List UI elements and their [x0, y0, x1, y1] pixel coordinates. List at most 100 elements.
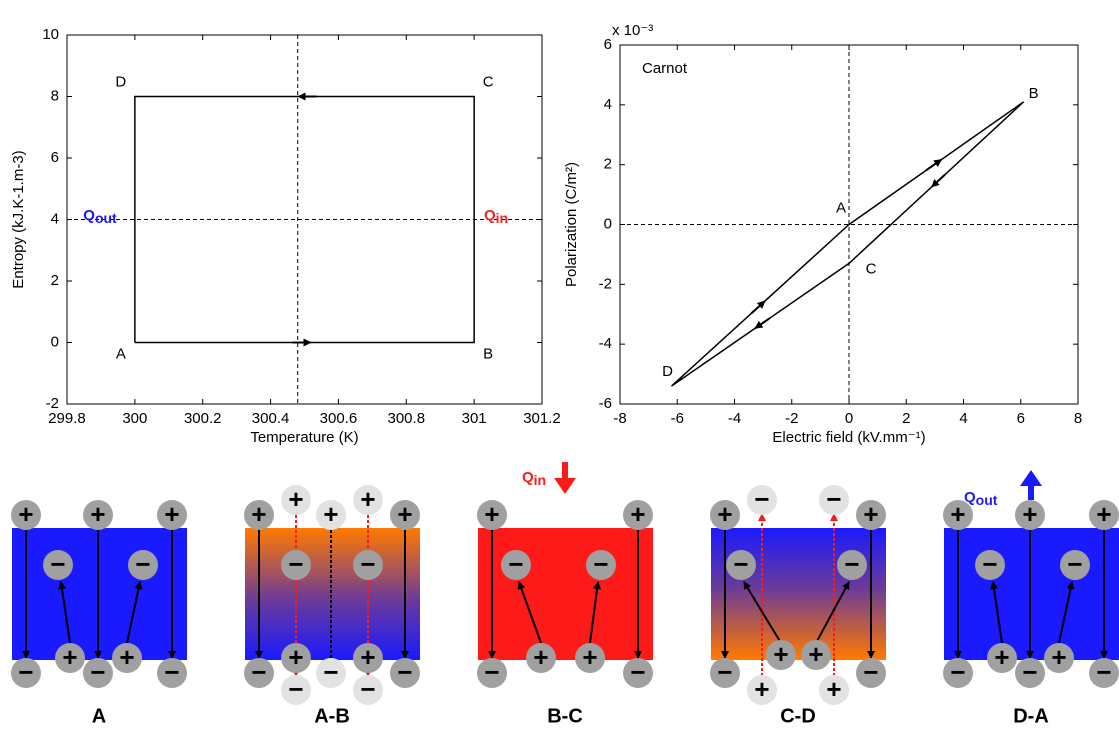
- q-label: Qin: [522, 469, 546, 488]
- charge: [943, 658, 973, 688]
- charge: [623, 500, 653, 530]
- charge: [353, 675, 383, 705]
- charge: [244, 500, 274, 530]
- chart-title: Carnot: [642, 60, 688, 77]
- x-tick-label: 2: [902, 410, 910, 427]
- charge: [11, 500, 41, 530]
- q-label: Qout: [83, 207, 117, 226]
- panel-label: A: [92, 705, 106, 727]
- plus-sign: +: [826, 674, 841, 704]
- x-tick-label: 8: [1074, 410, 1082, 427]
- charge: [83, 500, 113, 530]
- cycle-line: [134, 95, 475, 344]
- y-tick-label: 4: [51, 210, 59, 227]
- charge: [575, 643, 605, 673]
- plus-sign: +: [582, 642, 597, 672]
- charge: [1044, 643, 1074, 673]
- plus-sign: +: [90, 499, 105, 529]
- material-block: [245, 528, 420, 660]
- charge: [1060, 550, 1090, 580]
- charge: [353, 485, 383, 515]
- x-tick-label: 300.2: [184, 410, 222, 427]
- dipole-arrow: [815, 581, 850, 644]
- charge: [801, 640, 831, 670]
- plus-sign: +: [994, 642, 1009, 672]
- x-tick-label: 300.8: [388, 410, 426, 427]
- plus-sign: +: [808, 639, 823, 669]
- panel-label: C-D: [780, 705, 816, 727]
- minus-sign: −: [50, 549, 65, 579]
- y-tick-label: 2: [604, 156, 612, 173]
- charge: [55, 643, 85, 673]
- plus-sign: +: [717, 499, 732, 529]
- y-tick-label: 0: [604, 215, 612, 232]
- q-main: Q: [484, 207, 496, 224]
- minus-sign: −: [360, 549, 375, 579]
- dipole-arrow: [743, 581, 782, 644]
- dipole-arrow: [990, 581, 1003, 644]
- x-tick-label: -8: [613, 410, 626, 427]
- minus-sign: −: [323, 657, 338, 687]
- charge: [1015, 500, 1045, 530]
- dipole-arrow: [126, 581, 143, 644]
- charge: [987, 643, 1017, 673]
- plus-sign: +: [754, 674, 769, 704]
- panel-label: B-C: [547, 705, 583, 727]
- charge: [128, 550, 158, 580]
- minus-sign: −: [754, 484, 769, 514]
- q-main: Q: [964, 489, 976, 506]
- direction-arrow: [750, 300, 766, 315]
- charge: [623, 658, 653, 688]
- dipole-arrow: [517, 581, 542, 644]
- q-sub: out: [976, 492, 998, 508]
- minus-sign: −: [508, 549, 523, 579]
- charge: [766, 640, 796, 670]
- plus-sign: +: [863, 499, 878, 529]
- plus-sign: +: [288, 642, 303, 672]
- plus-sign: +: [62, 642, 77, 672]
- y-tick-label: -4: [599, 335, 612, 352]
- charge: [747, 485, 777, 515]
- minus-sign: −: [717, 657, 732, 687]
- y-exponent: x 10⁻³: [612, 22, 653, 39]
- plus-sign: +: [360, 484, 375, 514]
- charge: [1015, 658, 1045, 688]
- x-tick-label: 301.2: [523, 410, 561, 427]
- y-tick-label: 2: [51, 272, 59, 289]
- y-tick-label: 0: [51, 333, 59, 350]
- charge: [1089, 658, 1119, 688]
- material-block: [12, 528, 187, 660]
- charge: [819, 485, 849, 515]
- charge: [316, 658, 346, 688]
- heat-out-arrow: [1020, 470, 1042, 500]
- heat-in-arrow: [554, 462, 576, 494]
- dipole-arrow: [1058, 581, 1075, 644]
- charge: [157, 500, 187, 530]
- y-tick-label: 10: [42, 26, 59, 43]
- x-tick-label: -6: [671, 410, 684, 427]
- charge: [112, 643, 142, 673]
- y-tick-label: 4: [604, 96, 612, 113]
- q-label: Qin: [484, 207, 508, 226]
- plus-sign: +: [533, 642, 548, 672]
- dipole-arrow: [589, 581, 602, 644]
- charge: [157, 658, 187, 688]
- charge: [390, 500, 420, 530]
- minus-sign: −: [826, 484, 841, 514]
- q-sub: out: [95, 210, 117, 226]
- charge: [710, 658, 740, 688]
- plus-sign: +: [164, 499, 179, 529]
- material-block: [711, 528, 886, 660]
- minus-sign: −: [1067, 549, 1082, 579]
- minus-sign: −: [397, 657, 412, 687]
- y-tick-label: -2: [46, 395, 59, 412]
- point-label: D: [662, 363, 673, 380]
- point-label: A: [116, 345, 126, 362]
- minus-sign: −: [90, 657, 105, 687]
- charge: [856, 658, 886, 688]
- plus-sign: +: [1051, 642, 1066, 672]
- x-tick-label: 4: [959, 410, 967, 427]
- minus-sign: −: [164, 657, 179, 687]
- x-tick-label: 301: [462, 410, 487, 427]
- y-axis-label: Entropy (kJ.K-1.m-3): [10, 150, 27, 288]
